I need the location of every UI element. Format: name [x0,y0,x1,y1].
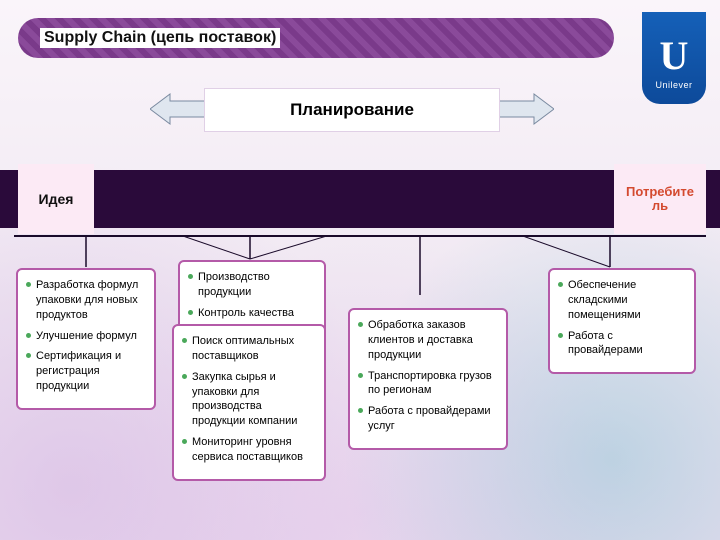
list-item: Сертификация и регистрация продукции [26,349,144,394]
list-item: Закупка сырья и упаковки для производств… [182,370,314,429]
column-logistics: Обработка заказов клиентов и доставка пр… [348,308,508,450]
list-item: Обеспечение складскими помещениями [558,278,684,323]
list-item: Производство продукции [188,270,314,300]
list-warehousing: Обеспечение складскими помещениями Работа… [558,278,684,358]
list-item: Улучшение формул [26,329,144,344]
consumer-node: Потребите ль [614,164,706,234]
planning-label: Планирование [290,100,414,120]
list-item: Мониторинг уровня сервиса поставщиков [182,435,314,465]
header-banner: Supply Chain (цепь поставок) [18,18,614,58]
list-item: Работа с провайдерами услуг [358,404,496,434]
column-sourcing: Поиск оптимальных поставщиков Закупка сыр… [172,324,326,481]
flow-strip [0,170,720,228]
list-rnd: Разработка формул упаковки для новых про… [26,278,144,394]
arrow-right-icon [494,92,554,126]
page-title: Supply Chain (цепь поставок) [40,28,280,47]
list-item: Поиск оптимальных поставщиков [182,334,314,364]
column-warehousing: Обеспечение складскими помещениями Работа… [548,268,696,374]
list-logistics: Обработка заказов клиентов и доставка пр… [358,318,496,434]
list-production: Производство продукции Контроль качества [188,270,314,321]
column-rnd: Разработка формул упаковки для новых про… [16,268,156,410]
brand-logo: U Unilever [642,12,706,104]
arrow-left-icon [150,92,210,126]
consumer-label-l1: Потребите [626,185,694,199]
planning-node: Планирование [204,88,500,132]
list-item: Обработка заказов клиентов и доставка пр… [358,318,496,363]
list-item: Контроль качества [188,306,314,321]
logo-wordmark: Unilever [655,80,692,90]
list-item: Работа с провайдерами [558,329,684,359]
detail-columns: Разработка формул упаковки для новых про… [0,260,720,540]
idea-label: Идея [39,191,74,207]
list-sourcing: Поиск оптимальных поставщиков Закупка сыр… [182,334,314,465]
idea-node: Идея [18,164,94,234]
consumer-label-l2: ль [652,199,668,213]
logo-glyph: U [660,36,689,76]
list-item: Разработка формул упаковки для новых про… [26,278,144,323]
list-item: Транспортировка грузов по регионам [358,369,496,399]
